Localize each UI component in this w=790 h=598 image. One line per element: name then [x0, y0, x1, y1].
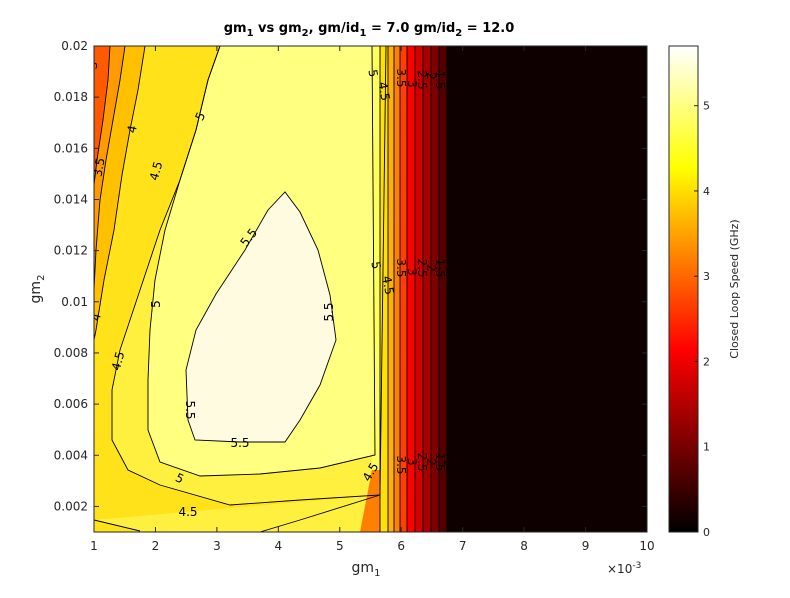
x-axis-exponent: ×10-3: [607, 561, 641, 576]
y-tick-label: 0.014: [54, 192, 88, 206]
band-1: [431, 46, 439, 532]
x-tick-label: 10: [639, 539, 654, 553]
contour-label-band-1-5-low: 1.5: [433, 452, 447, 471]
x-axis-ticks: 1 2 3 4 5 6 7 8 9 10: [90, 46, 655, 553]
contour-label-band-4-5-top: 4.5: [375, 81, 392, 102]
y-tick-label: 0.01: [61, 295, 88, 309]
x-tick-label: 5: [336, 539, 344, 553]
contour-label-band-1-5-top: 1.5: [433, 70, 447, 89]
contour-label-band-3-low: 3: [405, 458, 419, 466]
colorbar-tick-label: 3: [703, 270, 710, 283]
x-tick-label: 6: [397, 539, 405, 553]
x-tick-label: 7: [459, 539, 467, 553]
contour-line-5-5: [185, 191, 337, 443]
contour-label-band-3-mid: 3: [405, 268, 419, 276]
contour-plot: 3 3.5 4 4 4.5 4.5 4.5 5 5 5 5.5 5.5 5.5 …: [86, 46, 647, 532]
contour-label-band-3-5-mid: 3.5: [394, 258, 408, 277]
contour-label-4-left: 4: [88, 311, 104, 322]
y-tick-label: 0.012: [54, 244, 88, 258]
contour-label-band-2-5-top: 2.5: [415, 70, 429, 89]
band-corner: [360, 470, 380, 532]
band-1-5: [423, 46, 431, 532]
contour-label-5-left: 5: [149, 300, 163, 308]
band-3-5: [394, 46, 400, 532]
chart-title: gm1 vs gm2, gm/id1 = 7.0 gm/id2 = 12.0: [224, 21, 515, 39]
y-tick-label: 0.018: [54, 90, 88, 104]
y-axis-label: gm2: [28, 275, 47, 304]
contour-label-band-2-5-low: 2.5: [415, 452, 429, 471]
contour-line-3: [94, 46, 111, 186]
x-axis-label: gm1: [352, 560, 381, 579]
contour-label-4-5: 4.5: [147, 160, 165, 182]
contour-label-5-5-left: 5.5: [183, 400, 197, 419]
contour-label-band-3-5-top: 3.5: [394, 68, 408, 87]
y-tick-label: 0.008: [54, 346, 88, 360]
contour-label-3: 3: [86, 60, 101, 70]
y-axis-ticks: 0.002 0.004 0.006 0.008 0.01 0.012 0.014 0.016 0…: [54, 39, 647, 513]
contour-label-band-5-mid: 5: [368, 260, 383, 270]
y-tick-label: 0.006: [54, 397, 88, 411]
band-2-5: [407, 46, 415, 532]
x-tick-label: 4: [275, 539, 283, 553]
colorbar-tick-label: 0: [703, 526, 710, 539]
x-tick-label: 8: [520, 539, 528, 553]
region-level-6: [186, 192, 336, 442]
y-tick-label: 0.004: [54, 448, 88, 462]
contour-label-3-5: 3.5: [91, 157, 108, 178]
contour-label-band-2-top: 2: [424, 72, 438, 80]
y-tick-label: 0.002: [54, 499, 88, 513]
band-0-5: [439, 46, 447, 532]
colorbar-label: Closed Loop Speed (GHz): [728, 219, 741, 358]
contour-label-band-2-5-mid: 2.5: [415, 258, 429, 277]
colorbar-tick-label: 1: [703, 441, 710, 454]
plot-area-border: [93, 45, 648, 533]
contour-line-4: [94, 46, 146, 341]
colorbar-ticks: 0 1 2 3 4 5: [694, 100, 710, 539]
contour-label-band-3-top: 3: [405, 80, 419, 88]
y-tick-label: 0.016: [54, 141, 88, 155]
contour-lines: [94, 46, 448, 532]
contour-label-4: 4: [124, 124, 139, 134]
y-tick-label: 0.02: [61, 39, 88, 53]
contour-label-band-5-top: 5: [365, 68, 380, 78]
contour-label-band-1-5-mid: 1.5: [433, 258, 447, 277]
colorbar-tick-label: 2: [703, 355, 710, 368]
contour-label-4-5-left: 4.5: [109, 350, 127, 372]
contour-label-band-3-5-low: 3.5: [394, 455, 408, 474]
contour-label-band-2-mid: 2: [424, 264, 438, 272]
contour-label-5-5-right: 5.5: [322, 302, 336, 321]
contour-label-band-4-5-mid: 4.5: [379, 275, 396, 296]
x-tick-label: 3: [213, 539, 221, 553]
x-tick-label: 1: [90, 539, 98, 553]
contour-label-5-5-bottom: 5.5: [230, 436, 249, 450]
band-4-5: [380, 46, 388, 532]
band-0: [447, 46, 647, 532]
band-4: [388, 46, 394, 532]
contour-line-5: [147, 46, 376, 477]
contour-line-band: [379, 46, 448, 532]
band-2: [415, 46, 423, 532]
contour-label-4-5-bottom: 4.5: [178, 505, 197, 519]
colorbar: [668, 45, 699, 533]
colorbar-tick-label: 4: [703, 185, 710, 198]
band-3: [400, 46, 407, 532]
x-tick-label: 2: [152, 539, 160, 553]
contour-line-3-5: [94, 46, 126, 291]
contour-label-band-2-low: 2: [424, 458, 438, 466]
x-tick-label: 9: [582, 539, 590, 553]
colorbar-tick-label: 5: [703, 100, 710, 113]
band-5: [372, 46, 380, 532]
contour-label-band-1-low: 1: [441, 458, 455, 466]
